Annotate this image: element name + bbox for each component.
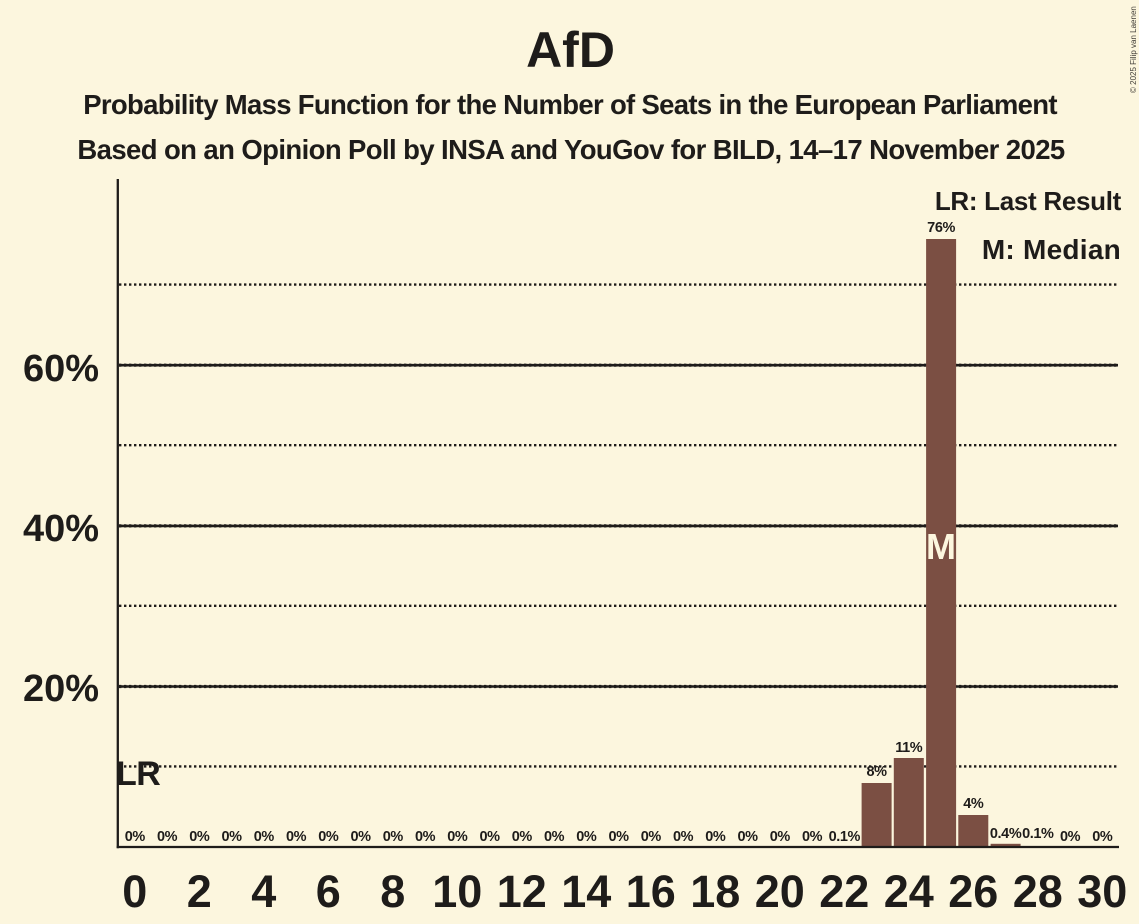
svg-text:20: 20 (755, 866, 805, 917)
svg-text:0.1%: 0.1% (1022, 826, 1054, 842)
svg-text:M: M (926, 526, 956, 567)
svg-text:0: 0 (122, 866, 147, 917)
svg-text:0%: 0% (222, 829, 243, 845)
svg-text:Based on an Opinion Poll by IN: Based on an Opinion Poll by INSA and You… (77, 134, 1064, 165)
svg-text:0%: 0% (286, 829, 307, 845)
svg-text:0%: 0% (254, 829, 275, 845)
svg-text:0%: 0% (705, 829, 726, 845)
svg-text:12: 12 (497, 866, 547, 917)
svg-text:0%: 0% (738, 829, 759, 845)
svg-text:40%: 40% (23, 508, 99, 550)
svg-text:0%: 0% (609, 829, 630, 845)
svg-text:Probability Mass Function for: Probability Mass Function for the Number… (83, 89, 1057, 120)
svg-text:AfD: AfD (526, 22, 615, 78)
svg-text:11%: 11% (895, 740, 923, 756)
svg-text:16: 16 (626, 866, 676, 917)
svg-text:0%: 0% (383, 829, 404, 845)
svg-text:0%: 0% (673, 829, 694, 845)
svg-text:76%: 76% (927, 220, 955, 236)
svg-text:30: 30 (1077, 866, 1127, 917)
svg-text:18: 18 (690, 866, 740, 917)
svg-text:LR: LR (116, 755, 160, 793)
svg-text:4%: 4% (963, 796, 984, 812)
svg-text:26: 26 (948, 866, 998, 917)
svg-text:20%: 20% (23, 668, 99, 710)
svg-text:6: 6 (316, 866, 341, 917)
svg-text:0%: 0% (125, 829, 146, 845)
svg-text:24: 24 (884, 866, 934, 917)
svg-text:0%: 0% (1092, 829, 1113, 845)
svg-text:0%: 0% (770, 829, 791, 845)
svg-text:2: 2 (187, 866, 212, 917)
svg-text:8%: 8% (867, 764, 888, 780)
svg-text:0%: 0% (415, 829, 436, 845)
svg-text:0%: 0% (512, 829, 533, 845)
svg-text:0%: 0% (576, 829, 597, 845)
svg-text:0%: 0% (641, 829, 662, 845)
svg-text:© 2025 Filip van Laenen: © 2025 Filip van Laenen (1129, 6, 1138, 93)
svg-text:0%: 0% (189, 829, 210, 845)
svg-text:0.1%: 0.1% (829, 829, 861, 845)
svg-text:M: Median: M: Median (982, 234, 1121, 265)
svg-text:0%: 0% (447, 829, 468, 845)
svg-text:0%: 0% (1060, 829, 1081, 845)
svg-text:0.4%: 0.4% (990, 826, 1022, 842)
svg-text:0%: 0% (802, 829, 823, 845)
svg-text:0%: 0% (351, 829, 372, 845)
svg-text:8: 8 (380, 866, 405, 917)
svg-text:0%: 0% (544, 829, 565, 845)
svg-text:22: 22 (819, 866, 869, 917)
svg-text:LR: Last Result: LR: Last Result (935, 186, 1122, 216)
svg-text:28: 28 (1013, 866, 1063, 917)
svg-text:0%: 0% (157, 829, 178, 845)
svg-text:4: 4 (251, 866, 276, 917)
svg-text:10: 10 (432, 866, 482, 917)
svg-text:60%: 60% (23, 348, 99, 390)
svg-text:14: 14 (561, 866, 611, 917)
svg-text:0%: 0% (480, 829, 501, 845)
svg-text:0%: 0% (318, 829, 339, 845)
